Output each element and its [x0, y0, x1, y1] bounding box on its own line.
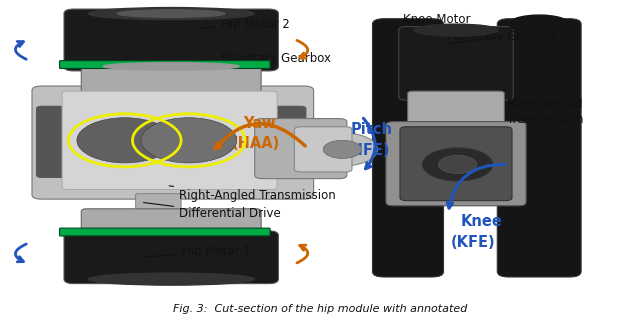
Text: Planetary Gearbox: Planetary Gearbox [195, 52, 331, 65]
Ellipse shape [509, 15, 570, 33]
Circle shape [307, 133, 378, 166]
Text: Planetary Gearbox: Planetary Gearbox [447, 30, 557, 43]
FancyBboxPatch shape [36, 106, 82, 178]
Text: (HAA): (HAA) [232, 136, 280, 151]
Text: Hip Motor 1: Hip Motor 1 [143, 246, 251, 258]
Text: Pitch: Pitch [351, 122, 393, 137]
Text: Right-Angled
Transmission: Right-Angled Transmission [506, 98, 584, 130]
FancyBboxPatch shape [294, 127, 352, 172]
Circle shape [141, 118, 237, 163]
FancyBboxPatch shape [260, 106, 306, 178]
FancyBboxPatch shape [64, 9, 278, 71]
FancyBboxPatch shape [81, 209, 261, 235]
FancyBboxPatch shape [399, 27, 513, 100]
FancyBboxPatch shape [136, 194, 181, 214]
FancyBboxPatch shape [255, 118, 347, 178]
Ellipse shape [118, 10, 225, 17]
FancyBboxPatch shape [400, 127, 512, 201]
Ellipse shape [104, 63, 239, 70]
Circle shape [422, 148, 493, 181]
Text: Differential Drive: Differential Drive [143, 203, 281, 220]
Ellipse shape [88, 7, 254, 20]
FancyBboxPatch shape [81, 64, 261, 93]
Text: (KFE): (KFE) [451, 235, 496, 250]
Text: Fig. 3:  Cut-section of the hip module with annotated: Fig. 3: Cut-section of the hip module wi… [173, 304, 467, 314]
Ellipse shape [414, 24, 498, 36]
Text: Knee: Knee [461, 214, 502, 229]
Text: (HFE): (HFE) [344, 143, 390, 158]
Circle shape [438, 155, 477, 173]
FancyBboxPatch shape [64, 231, 278, 284]
Circle shape [77, 118, 173, 163]
Text: Yaw: Yaw [243, 116, 276, 131]
FancyBboxPatch shape [497, 19, 581, 277]
Text: Right-Angled Transmission: Right-Angled Transmission [169, 186, 336, 202]
FancyBboxPatch shape [386, 122, 526, 206]
Circle shape [323, 140, 362, 159]
FancyBboxPatch shape [62, 91, 277, 189]
FancyBboxPatch shape [372, 19, 444, 277]
Text: Hip Motor 2: Hip Motor 2 [198, 18, 289, 30]
Text: Knee Motor: Knee Motor [403, 13, 470, 32]
FancyBboxPatch shape [60, 228, 270, 236]
FancyBboxPatch shape [32, 86, 314, 199]
Ellipse shape [88, 273, 254, 285]
FancyBboxPatch shape [60, 61, 270, 68]
FancyBboxPatch shape [408, 91, 504, 131]
